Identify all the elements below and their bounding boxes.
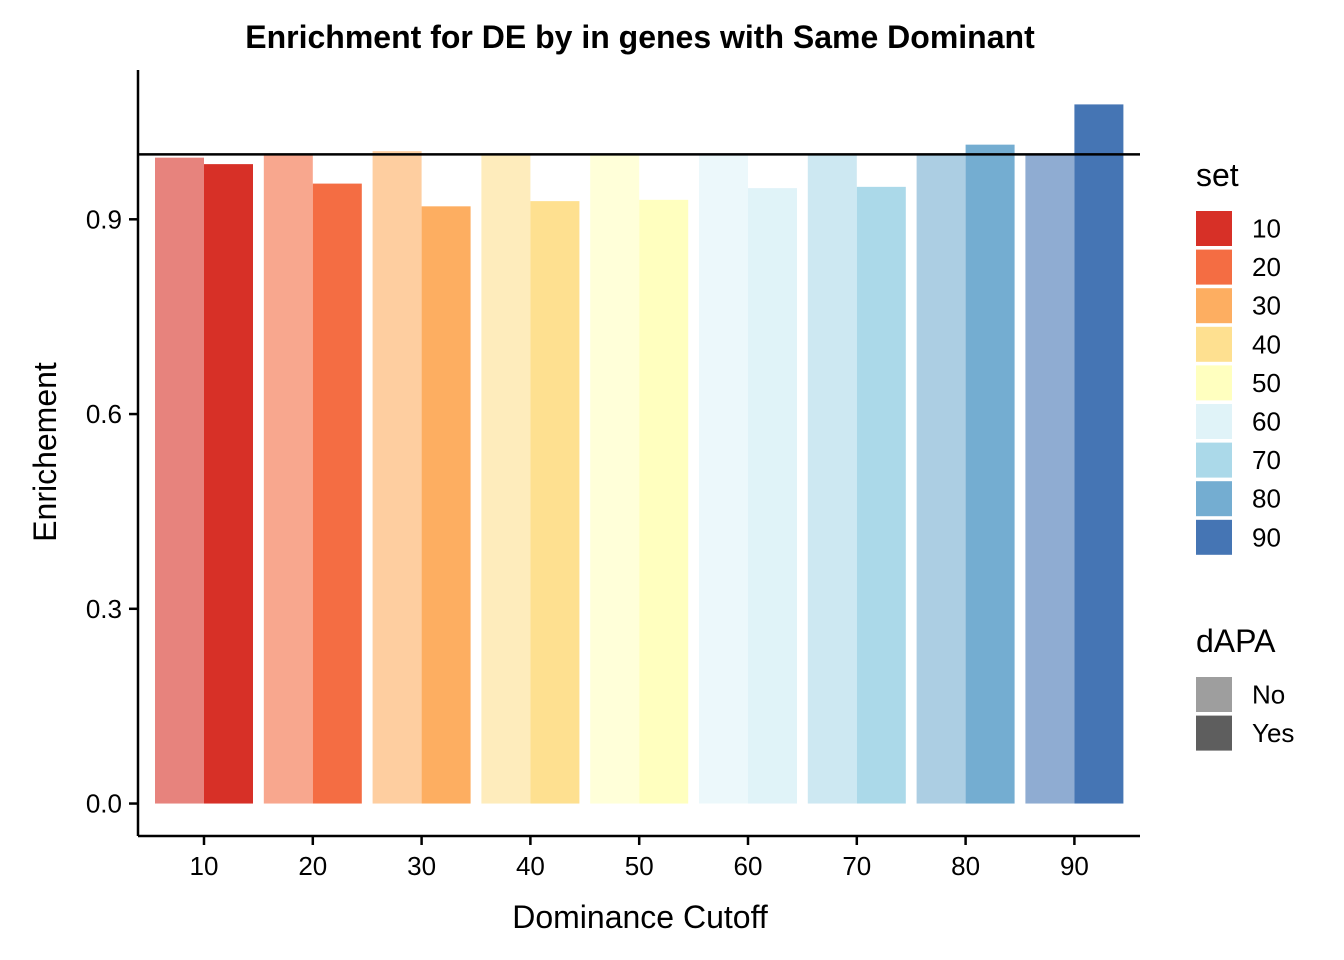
bar-yes-30 (421, 206, 471, 804)
legend-dapa: dAPA No Yes (1196, 623, 1294, 751)
legend-set-label-90: 90 (1252, 522, 1281, 552)
legend-set-label-70: 70 (1252, 445, 1281, 475)
bars-layer (155, 104, 1124, 804)
legend-set-label-10: 10 (1252, 214, 1281, 244)
legend-set-key-80 (1196, 481, 1232, 517)
bar-no-10 (155, 157, 204, 804)
legend-dapa-label-yes: Yes (1252, 718, 1294, 748)
y-tick-label: 0.9 (86, 204, 122, 234)
x-tick-label: 20 (298, 851, 327, 881)
x-axis-title: Dominance Cutoff (512, 899, 768, 935)
legend-set-label-50: 50 (1252, 368, 1281, 398)
legend-set-label-20: 20 (1252, 252, 1281, 282)
legend-set-label-40: 40 (1252, 329, 1281, 359)
legend-set-key-70 (1196, 442, 1232, 478)
bar-yes-40 (530, 201, 580, 804)
y-tick-label: 0.3 (86, 594, 122, 624)
legend-set-key-90 (1196, 519, 1232, 555)
bar-yes-50 (639, 199, 689, 804)
bar-no-40 (481, 154, 531, 804)
legend-set-key-20 (1196, 249, 1232, 285)
x-tick-label: 90 (1060, 851, 1089, 881)
x-tick-label: 60 (734, 851, 763, 881)
axes-layer: 0.0 0.3 0.6 0.9 10 20 30 40 50 60 70 80 90 (86, 70, 1140, 881)
legend-dapa-key-yes (1196, 715, 1232, 751)
y-axis-title: Enrichement (27, 362, 63, 542)
bar-no-80 (916, 154, 966, 804)
bar-yes-10 (204, 164, 253, 804)
legend-set-key-50 (1196, 365, 1232, 401)
legend-set-key-30 (1196, 288, 1232, 324)
legend-set-label-30: 30 (1252, 291, 1281, 321)
legend-set-key-40 (1196, 326, 1232, 362)
bar-yes-90 (1074, 104, 1124, 804)
legend-dapa-key-no (1196, 677, 1232, 712)
x-tick-label: 70 (842, 851, 871, 881)
bar-yes-80 (965, 144, 1015, 804)
bar-no-50 (590, 154, 640, 804)
y-tick-label: 0.0 (86, 789, 122, 819)
x-tick-label: 10 (190, 851, 219, 881)
bar-no-30 (372, 151, 422, 804)
x-tick-label: 30 (407, 851, 436, 881)
bar-yes-60 (748, 188, 797, 804)
bar-yes-70 (856, 186, 906, 804)
legend-set-label-60: 60 (1252, 407, 1281, 437)
bar-no-60 (699, 154, 748, 804)
legend-set-label-80: 80 (1252, 484, 1281, 514)
legend-dapa-title: dAPA (1196, 623, 1276, 659)
bar-no-20 (263, 154, 313, 804)
legend-set: set 10 20 30 40 50 60 70 80 90 (1196, 157, 1281, 555)
x-tick-label: 40 (516, 851, 545, 881)
bar-yes-20 (312, 183, 362, 804)
bar-no-70 (807, 154, 857, 804)
legend-set-title: set (1196, 157, 1239, 193)
chart-title: Enrichment for DE by in genes with Same … (245, 19, 1035, 55)
legend-dapa-label-no: No (1252, 680, 1285, 710)
y-tick-label: 0.6 (86, 399, 122, 429)
x-tick-label: 50 (625, 851, 654, 881)
x-tick-label: 80 (951, 851, 980, 881)
bar-no-90 (1025, 154, 1075, 804)
legend-set-key-60 (1196, 404, 1232, 439)
legend-set-key-10 (1196, 211, 1232, 246)
